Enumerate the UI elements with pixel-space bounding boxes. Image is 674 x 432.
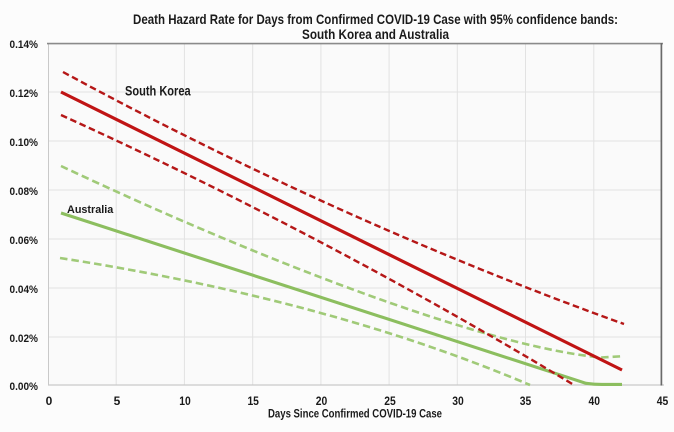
svg-text:0.00%: 0.00% [10,381,39,393]
svg-text:0.10%: 0.10% [10,137,39,149]
svg-text:25: 25 [384,394,396,408]
svg-text:20: 20 [316,394,328,408]
svg-text:5: 5 [114,394,121,408]
svg-text:10: 10 [179,394,191,408]
svg-text:Days Since Confirmed COVID-19: Days Since Confirmed COVID-19 Case [268,407,442,421]
svg-text:South Korea: South Korea [125,82,191,98]
svg-text:40: 40 [589,394,601,408]
svg-text:South Korea and Australia: South Korea and Australia [302,26,449,42]
svg-text:0: 0 [46,394,53,408]
svg-text:35: 35 [520,394,532,408]
svg-text:15: 15 [247,394,259,408]
svg-text:0.02%: 0.02% [10,333,39,345]
svg-text:Australia: Australia [67,204,114,216]
svg-text:0.12%: 0.12% [10,88,39,100]
svg-text:0.04%: 0.04% [10,284,39,296]
svg-text:0.08%: 0.08% [10,186,39,198]
svg-text:0.14%: 0.14% [10,39,39,51]
svg-text:45: 45 [657,394,669,408]
svg-text:Death Hazard Rate for Days fro: Death Hazard Rate for Days from Confirme… [133,11,618,27]
svg-text:0.06%: 0.06% [10,235,39,247]
svg-text:30: 30 [452,394,464,408]
